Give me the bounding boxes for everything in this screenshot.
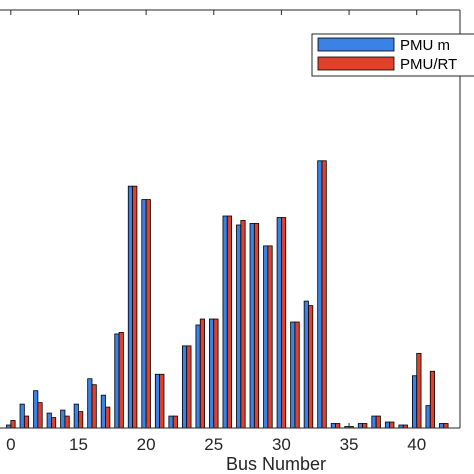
- bar-pmu-rt-bus-17: [105, 406, 111, 429]
- bar-pmu-rt-bus-33: [321, 160, 327, 429]
- bar-pmu-bus-17: [100, 394, 106, 429]
- bars-group: [6, 160, 449, 429]
- bar-pmu-bus-38: [384, 421, 391, 429]
- bar-pmu-rt-bus-13: [51, 417, 57, 429]
- bar-pmu-rt-bus-29: [267, 245, 273, 429]
- bar-pmu-bus-34: [330, 423, 336, 429]
- axes-group: [0, 9, 461, 429]
- legend-label-pmu: PMU m: [400, 37, 450, 54]
- bar-pmu-bus-11: [19, 403, 25, 429]
- bar-pmu-rt-bus-11: [23, 415, 30, 429]
- bar-pmu-bus-33: [317, 160, 323, 429]
- bar-pmu-bus-37: [371, 415, 377, 429]
- bar-pmu-bus-27: [236, 224, 242, 429]
- x-tick-label-30: 30: [272, 435, 291, 454]
- bar-pmu-rt-bus-31: [294, 321, 300, 429]
- bar-pmu-bus-36: [357, 423, 363, 429]
- bar-pmu-rt-bus-25: [213, 318, 219, 429]
- x-tick-label-40: 40: [407, 435, 426, 454]
- bar-pmu-bus-13: [46, 412, 52, 429]
- bar-pmu-rt-bus-42: [443, 423, 449, 429]
- x-tick-label-35: 35: [340, 435, 359, 454]
- bar-pmu-bus-16: [87, 378, 93, 429]
- bar-pmu-rt-bus-32: [308, 305, 314, 429]
- bar-pmu-bus-31: [290, 321, 296, 429]
- bar-pmu-rt-bus-24: [199, 318, 205, 429]
- x-tick-label-25: 25: [204, 435, 223, 454]
- legend: PMU m PMU/RT: [311, 33, 474, 77]
- bar-pmu-bus-23: [181, 345, 188, 429]
- legend-swatch-pmu: [317, 37, 395, 52]
- bar-pmu-rt-bus-15: [78, 411, 84, 429]
- bar-pmu-rt-bus-12: [37, 402, 43, 429]
- x-tick-label-20: 20: [137, 435, 156, 454]
- bar-pmu-rt-bus-20: [145, 199, 151, 429]
- bar-pmu-rt-bus-26: [226, 215, 233, 429]
- bar-pmu-rt-bus-27: [240, 220, 246, 429]
- bar-pmu-bus-21: [154, 373, 161, 429]
- legend-label-pmu-rt: PMU/RT: [400, 56, 457, 73]
- bar-pmu-rt-bus-16: [91, 384, 97, 429]
- bar-pmu-bus-22: [168, 415, 174, 429]
- bar-pmu-rt-bus-30: [281, 217, 287, 429]
- bar-pmu-rt-bus-19: [132, 185, 138, 429]
- bar-pmu-bus-42: [439, 423, 445, 429]
- bar-pmu-rt-bus-40: [416, 352, 422, 429]
- bar-pmu-bus-40: [411, 375, 418, 429]
- bar-pmu-bus-20: [141, 199, 147, 429]
- bar-pmu-rt-bus-36: [362, 423, 368, 429]
- bar-pmu-bus-12: [33, 390, 39, 429]
- bar-pmu-rt-bus-14: [64, 415, 70, 429]
- x-ticks-group: 0 15 20 25 30 35 40: [6, 10, 426, 454]
- bar-pmu-rt-bus-34: [335, 423, 341, 429]
- bar-pmu-bus-28: [249, 223, 255, 429]
- bar-pmu-bus-19: [127, 185, 133, 429]
- bar-pmu-bus-25: [209, 318, 215, 429]
- x-tick-label-15: 15: [69, 435, 88, 454]
- bar-pmu-bus-18: [114, 333, 120, 429]
- bar-pmu-rt-bus-28: [253, 223, 260, 429]
- bar-pmu-rt-bus-18: [118, 332, 124, 429]
- bar-pmu-rt-bus-10: [10, 420, 16, 429]
- bar-pmu-rt-bus-37: [375, 415, 381, 429]
- x-tick-label-10: 0: [6, 435, 15, 454]
- bar-pmu-bus-14: [60, 409, 66, 429]
- bar-pmu-rt-bus-21: [159, 373, 165, 429]
- bar-pmu-bus-41: [425, 405, 431, 429]
- legend-swatch-pmu-rt: [317, 56, 395, 71]
- bar-pmu-bus-15: [73, 403, 79, 429]
- bar-pmu-bus-26: [222, 215, 228, 429]
- bar-pmu-rt-bus-38: [389, 421, 395, 429]
- x-axis-label: Bus Number: [226, 454, 326, 474]
- bar-pmu-bus-29: [263, 245, 269, 429]
- bar-pmu-bus-32: [303, 300, 309, 429]
- bar-pmu-rt-bus-41: [429, 370, 435, 429]
- bar-pmu-bus-24: [195, 324, 201, 429]
- bar-pmu-rt-bus-22: [172, 415, 178, 429]
- bar-pmu-bus-30: [276, 217, 282, 429]
- bar-pmu-rt-bus-23: [186, 345, 192, 429]
